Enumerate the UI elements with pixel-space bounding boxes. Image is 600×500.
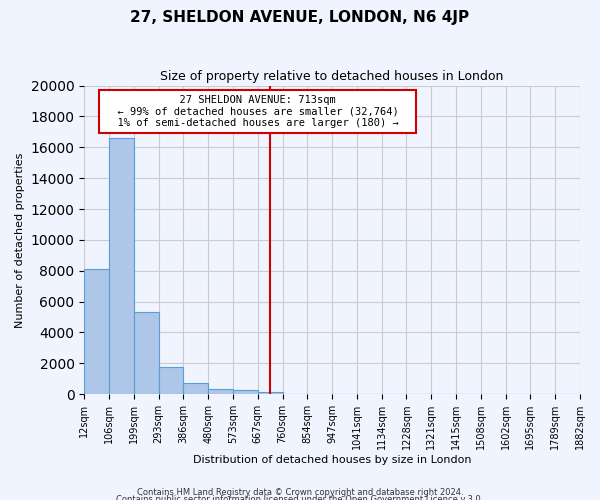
Bar <box>208 389 233 394</box>
Bar <box>184 384 208 394</box>
Bar <box>258 392 283 394</box>
Bar <box>134 312 158 394</box>
Text: Contains public sector information licensed under the Open Government Licence v.: Contains public sector information licen… <box>116 496 484 500</box>
Bar <box>158 367 184 394</box>
Text: 27, SHELDON AVENUE, LONDON, N6 4JP: 27, SHELDON AVENUE, LONDON, N6 4JP <box>130 10 470 25</box>
Title: Size of property relative to detached houses in London: Size of property relative to detached ho… <box>160 70 504 83</box>
X-axis label: Distribution of detached houses by size in London: Distribution of detached houses by size … <box>193 455 472 465</box>
Bar <box>233 390 258 394</box>
Bar <box>84 269 109 394</box>
Text: 27 SHELDON AVENUE: 713sqm  
  ← 99% of detached houses are smaller (32,764)  
  : 27 SHELDON AVENUE: 713sqm ← 99% of detac… <box>104 95 411 128</box>
Y-axis label: Number of detached properties: Number of detached properties <box>15 152 25 328</box>
Text: Contains HM Land Registry data © Crown copyright and database right 2024.: Contains HM Land Registry data © Crown c… <box>137 488 463 497</box>
Bar <box>109 138 134 394</box>
